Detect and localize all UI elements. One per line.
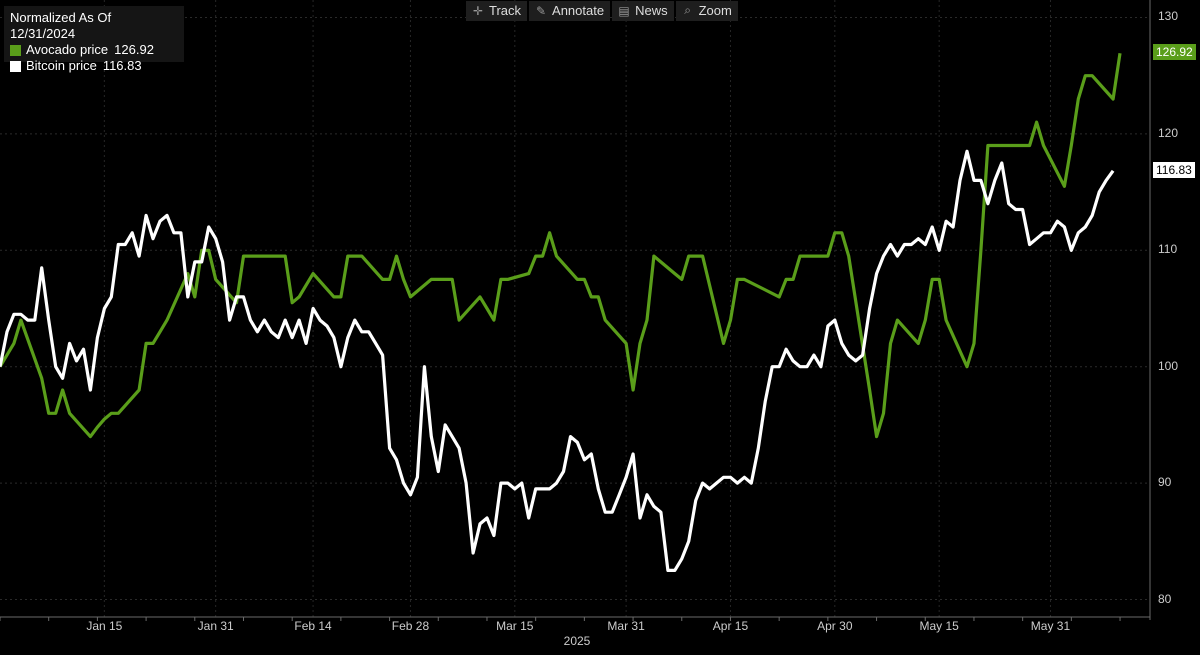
pencil-icon: ✎ — [536, 3, 547, 18]
legend-value-bitcoin: 116.83 — [102, 58, 142, 73]
series-lines — [0, 53, 1122, 573]
bitcoin-price-line[interactable] — [0, 149, 1115, 573]
bitcoin-swatch — [10, 60, 21, 72]
annotate-label: Annotate — [552, 3, 605, 18]
x-tick-marks — [0, 617, 1121, 621]
annotate-button[interactable]: ✎ Annotate — [529, 1, 611, 21]
legend-value-avocado: 126.92 — [114, 42, 154, 57]
avocado-price-line[interactable] — [0, 53, 1122, 439]
last-value-tag-bitcoin: 116.83 — [1153, 161, 1195, 178]
legend-label-avocado: Avocado price — [26, 42, 109, 57]
legend: Normalized As Of 12/31/2024 Avocado pric… — [4, 6, 184, 73]
y-tick-label: 110 — [1158, 242, 1178, 257]
y-tick-label: 90 — [1158, 475, 1172, 490]
crosshair-icon: ✛ — [472, 3, 484, 18]
x-tick-label: May 31 — [1030, 619, 1071, 633]
legend-item-avocado[interactable]: Avocado price 126.92 — [10, 42, 178, 58]
news-label: News — [635, 3, 668, 18]
zoom-button[interactable]: ⌕ Zoom — [675, 1, 738, 21]
x-tick-label: Mar 15 — [496, 619, 534, 633]
x-tick-label: Apr 30 — [817, 619, 853, 633]
chart-toolbar: ✛ Track ✎ Annotate ▤ News ⌕ Zoom — [466, 1, 738, 21]
y-tick-label: 120 — [1158, 125, 1179, 140]
legend-item-bitcoin[interactable]: Bitcoin price 116.83 — [10, 58, 178, 74]
legend-label-bitcoin: Bitcoin price — [26, 58, 97, 73]
magnifier-icon: ⌕ — [684, 3, 691, 17]
y-tick-label: 100 — [1158, 358, 1179, 373]
zoom-label: Zoom — [698, 3, 732, 18]
track-label: Track — [489, 3, 522, 18]
x-tick-label: Feb 28 — [391, 619, 430, 633]
last-value-tag-avocado: 126.92 — [1153, 44, 1196, 61]
news-icon: ▤ — [618, 3, 630, 18]
y-tick-label: 80 — [1158, 591, 1172, 606]
x-tick-label: Apr 15 — [712, 619, 749, 633]
x-tick-label: May 15 — [919, 619, 959, 633]
track-button[interactable]: ✛ Track — [466, 1, 528, 21]
legend-title: Normalized As Of 12/31/2024 — [10, 10, 112, 41]
x-tick-label: Jan 15 — [86, 619, 123, 633]
x-tick-label: Feb 14 — [294, 619, 332, 633]
x-tick-label: Jan 31 — [197, 619, 234, 633]
x-tick-label: Mar 31 — [607, 619, 645, 633]
news-button[interactable]: ▤ News — [612, 1, 674, 21]
x-axis-year-label: 2025 — [563, 634, 591, 648]
avocado-swatch — [10, 44, 21, 56]
y-tick-label: 130 — [1158, 9, 1179, 24]
